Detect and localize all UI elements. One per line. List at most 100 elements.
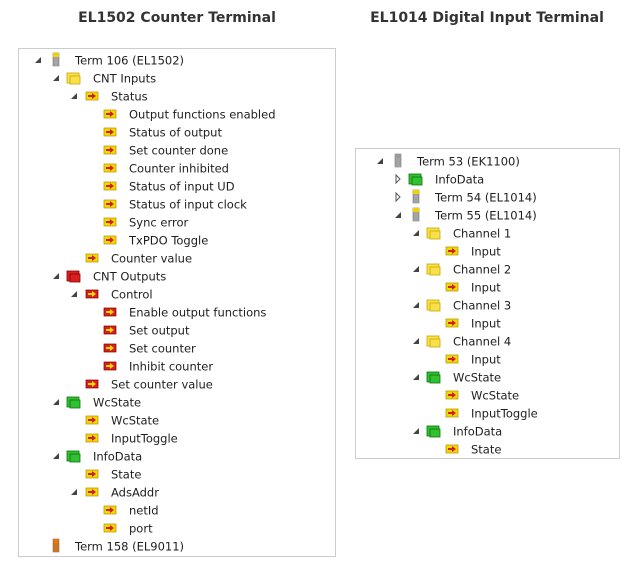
terminal-icon-top xyxy=(413,208,419,212)
input-icon-arrow xyxy=(106,201,114,207)
expander-open[interactable] xyxy=(71,93,77,99)
tree-node-label[interactable]: Enable output functions xyxy=(129,306,266,320)
expander-open[interactable] xyxy=(413,230,419,236)
tree-node-label[interactable]: Output functions enabled xyxy=(129,108,276,122)
expander-open[interactable] xyxy=(53,453,59,459)
expander-open[interactable] xyxy=(413,266,419,272)
output-icon-arrow xyxy=(88,291,96,297)
input-icon-arrow xyxy=(106,147,114,153)
tree-node-label[interactable]: InfoData xyxy=(435,173,484,187)
tree-node-label[interactable]: CNT Inputs xyxy=(93,72,156,86)
output-icon-arrow xyxy=(106,345,114,351)
expander-open[interactable] xyxy=(413,428,419,434)
tree-node-label[interactable]: Input xyxy=(471,317,501,331)
group-icon-back xyxy=(429,266,441,276)
terminal-icon-top xyxy=(395,154,401,158)
tree-node-label[interactable]: InfoData xyxy=(93,450,142,464)
input-icon-arrow xyxy=(88,417,96,423)
tree-node-label[interactable]: Status of input UD xyxy=(129,180,235,194)
tree-node-label[interactable]: Channel 4 xyxy=(453,335,511,349)
expander-open[interactable] xyxy=(53,399,59,405)
tree-node-label[interactable]: Term 55 (EL1014) xyxy=(434,209,537,223)
tree-node-label[interactable]: Set output xyxy=(129,324,190,338)
tree-node-label[interactable]: Channel 3 xyxy=(453,299,511,313)
left-title: EL1502 Counter Terminal xyxy=(78,10,276,26)
input-icon-arrow xyxy=(106,111,114,117)
left-tree-panel xyxy=(18,48,336,557)
tree-node-label[interactable]: Sync error xyxy=(129,216,188,230)
tree-node-label[interactable]: Set counter value xyxy=(111,378,213,392)
expander-open[interactable] xyxy=(377,158,383,164)
tree-node-label[interactable]: WcState xyxy=(111,414,159,428)
tree-node-label[interactable]: Status xyxy=(111,90,148,104)
tree-node-label[interactable]: InfoData xyxy=(453,425,502,439)
group-icon-back xyxy=(69,273,81,283)
output-icon-arrow xyxy=(106,363,114,369)
expander-open[interactable] xyxy=(53,75,59,81)
output-icon-arrow xyxy=(88,381,96,387)
expander-open[interactable] xyxy=(53,273,59,279)
input-icon-arrow xyxy=(106,525,114,531)
input-icon-arrow xyxy=(106,507,114,513)
tree-node-label[interactable]: Term 53 (EK1100) xyxy=(416,155,520,169)
tree-node-label[interactable]: Channel 1 xyxy=(453,227,511,241)
tree-node-label[interactable]: Counter value xyxy=(111,252,192,266)
tree-node-label[interactable]: netId xyxy=(129,504,159,518)
expander-open[interactable] xyxy=(413,374,419,380)
tree-node-label[interactable]: Input xyxy=(471,353,501,367)
expander-open[interactable] xyxy=(413,338,419,344)
group-icon-back xyxy=(429,374,441,384)
expander-open[interactable] xyxy=(35,57,41,63)
group-icon-back xyxy=(69,453,81,463)
expander-open[interactable] xyxy=(71,489,77,495)
tree-node-label[interactable]: Input xyxy=(471,245,501,259)
tree-node-label[interactable]: Set counter xyxy=(129,342,196,356)
tree-node-label[interactable]: State xyxy=(471,443,501,457)
tree-node-label[interactable]: Status of output xyxy=(129,126,222,140)
tree-node-label[interactable]: Term 106 (EL1502) xyxy=(74,54,184,68)
input-icon-arrow xyxy=(448,320,456,326)
tree-node-label[interactable]: CNT Outputs xyxy=(93,270,166,284)
tree-node-label[interactable]: port xyxy=(129,522,153,536)
tree-node-label[interactable]: Counter inhibited xyxy=(129,162,229,176)
group-icon-back xyxy=(429,302,441,312)
tree-node-label[interactable]: Input xyxy=(471,281,501,295)
tree-node-label[interactable]: Term 158 (EL9011) xyxy=(74,540,184,554)
expander-closed[interactable] xyxy=(395,191,401,203)
expander-open[interactable] xyxy=(71,291,77,297)
terminal-icon-top xyxy=(413,190,419,194)
tree-node-label[interactable]: WcState xyxy=(93,396,141,410)
group-icon-back xyxy=(69,75,81,85)
tree-node-label[interactable]: TxPDO Toggle xyxy=(128,234,208,248)
input-icon-arrow xyxy=(448,446,456,452)
expander-closed[interactable] xyxy=(395,173,401,185)
group-icon-back xyxy=(411,176,423,186)
input-icon-arrow xyxy=(88,435,96,441)
tree-node-label[interactable]: Inhibit counter xyxy=(129,360,213,374)
tree-node-label[interactable]: AdsAddr xyxy=(111,486,159,500)
input-icon-arrow xyxy=(88,489,96,495)
tree-node-label[interactable]: Channel 2 xyxy=(453,263,511,277)
tree-node-label[interactable]: Set counter done xyxy=(129,144,228,158)
tree-node-label[interactable]: InputToggle xyxy=(111,432,178,446)
input-icon-arrow xyxy=(448,392,456,398)
tree-node-label[interactable]: Control xyxy=(111,288,153,302)
input-icon-arrow xyxy=(448,284,456,290)
input-icon-arrow xyxy=(106,219,114,225)
tree-node-label[interactable]: State xyxy=(111,468,141,482)
tree-node-label[interactable]: InputToggle xyxy=(471,407,538,421)
right-tree-panel xyxy=(355,148,620,459)
terminal-icon xyxy=(52,538,60,553)
tree-node-label[interactable]: Status of input clock xyxy=(129,198,247,212)
expander-open[interactable] xyxy=(413,302,419,308)
terminal-icon-top xyxy=(53,53,59,57)
tree-node-label[interactable]: WcState xyxy=(471,389,519,403)
input-icon-arrow xyxy=(106,129,114,135)
expander-open[interactable] xyxy=(395,212,401,218)
tree-node-label[interactable]: Term 54 (EL1014) xyxy=(434,191,537,205)
right-title: EL1014 Digital Input Terminal xyxy=(370,10,604,26)
input-icon-arrow xyxy=(88,255,96,261)
tree-node-label[interactable]: WcState xyxy=(453,371,501,385)
